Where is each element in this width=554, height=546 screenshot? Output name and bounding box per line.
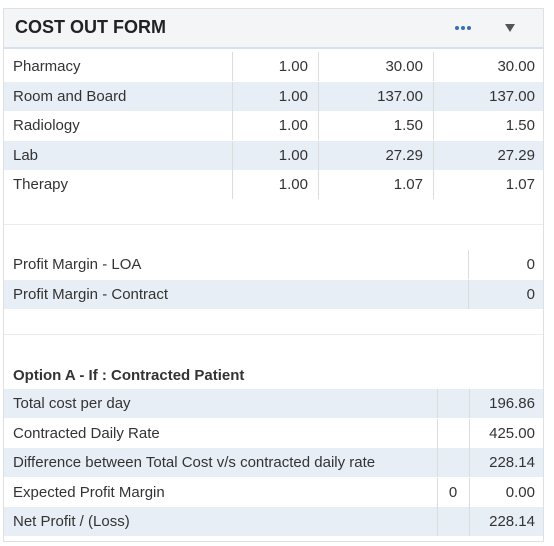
column-divider xyxy=(318,170,319,200)
table-row: Lab 1.00 27.29 27.29 xyxy=(4,140,543,170)
option-value: 0.00 xyxy=(505,483,535,501)
collapse-button[interactable] xyxy=(505,24,515,32)
table-row: Room and Board 1.00 137.00 137.00 xyxy=(4,81,543,111)
column-divider xyxy=(469,477,470,507)
item-value: 1.50 xyxy=(393,117,423,135)
column-divider xyxy=(469,418,470,448)
column-divider xyxy=(437,418,438,448)
option-row: Difference between Total Cost v/s contra… xyxy=(4,448,543,478)
panel-header: COST OUT FORM xyxy=(4,9,543,49)
column-divider xyxy=(468,279,469,309)
column-divider xyxy=(433,52,434,81)
column-divider xyxy=(433,81,434,111)
option-value: 228.14 xyxy=(489,454,535,472)
item-value: 30.00 xyxy=(497,58,535,75)
column-divider xyxy=(469,507,470,537)
table-row: Radiology 1.00 1.50 1.50 xyxy=(4,111,543,141)
option-label: Difference between Total Cost v/s contra… xyxy=(13,454,376,472)
column-divider xyxy=(469,448,470,478)
option-label: Expected Profit Margin xyxy=(13,483,165,501)
item-value: 1.50 xyxy=(505,117,535,135)
section-title: Option A - If : Contracted Patient xyxy=(13,367,245,384)
option-value: 196.86 xyxy=(489,395,535,412)
column-divider xyxy=(433,140,434,170)
column-divider xyxy=(318,111,319,141)
panel-title: COST OUT FORM xyxy=(15,17,166,37)
option-label: Net Profit / (Loss) xyxy=(13,513,130,531)
item-name: Lab xyxy=(13,146,39,164)
item-value: 1.00 xyxy=(278,117,308,135)
table-row: Therapy 1.00 1.07 1.07 xyxy=(4,170,543,200)
item-value: 137.00 xyxy=(377,87,423,105)
column-divider xyxy=(232,140,233,170)
option-value: 425.00 xyxy=(489,424,535,442)
item-name: Room and Board xyxy=(13,87,127,105)
option-margin: 0 xyxy=(448,483,458,501)
table-row: Pharmacy 1.00 30.00 30.00 xyxy=(4,52,543,81)
item-value: 1.07 xyxy=(505,176,535,194)
separator xyxy=(4,224,543,225)
margin-value: 0 xyxy=(526,256,535,273)
column-divider xyxy=(318,52,319,81)
column-divider xyxy=(232,111,233,141)
margin-value: 0 xyxy=(526,285,535,303)
item-value: 1.00 xyxy=(278,58,308,75)
margin-row: Profit Margin - LOA 0 xyxy=(4,250,543,279)
column-divider xyxy=(433,111,434,141)
option-row: Contracted Daily Rate 425.00 xyxy=(4,418,543,448)
option-row: Expected Profit Margin 0 0.00 xyxy=(4,477,543,507)
item-value: 1.00 xyxy=(278,176,308,194)
option-label: Contracted Daily Rate xyxy=(13,424,160,442)
option-row: Total cost per day 196.86 xyxy=(4,389,543,418)
item-name: Therapy xyxy=(13,176,69,194)
item-value: 27.29 xyxy=(497,146,535,164)
column-divider xyxy=(318,81,319,111)
column-divider xyxy=(469,389,470,418)
more-button[interactable] xyxy=(455,26,471,30)
item-value: 30.00 xyxy=(385,58,423,75)
column-divider xyxy=(437,507,438,537)
column-divider xyxy=(318,140,319,170)
header-icons xyxy=(455,24,515,32)
column-divider xyxy=(232,52,233,81)
column-divider xyxy=(437,477,438,507)
column-divider xyxy=(468,250,469,279)
item-value: 137.00 xyxy=(489,87,535,105)
column-divider xyxy=(232,170,233,200)
separator xyxy=(4,334,543,335)
column-divider xyxy=(433,170,434,200)
column-divider xyxy=(437,389,438,418)
item-value: 1.00 xyxy=(278,87,308,105)
item-value: 1.07 xyxy=(393,176,423,194)
item-name: Radiology xyxy=(13,117,80,135)
item-value: 27.29 xyxy=(385,146,423,164)
option-label: Total cost per day xyxy=(13,395,131,412)
margin-row: Profit Margin - Contract 0 xyxy=(4,279,543,309)
margin-label: Profit Margin - LOA xyxy=(13,256,142,273)
column-divider xyxy=(232,81,233,111)
cost-out-panel: COST OUT FORM Option A - If : Contracted… xyxy=(3,8,544,542)
item-name: Pharmacy xyxy=(13,58,81,75)
margin-label: Profit Margin - Contract xyxy=(13,285,169,303)
option-value: 228.14 xyxy=(489,513,535,531)
item-value: 1.00 xyxy=(278,146,308,164)
option-row: Net Profit / (Loss) 228.14 xyxy=(4,507,543,537)
column-divider xyxy=(437,448,438,478)
